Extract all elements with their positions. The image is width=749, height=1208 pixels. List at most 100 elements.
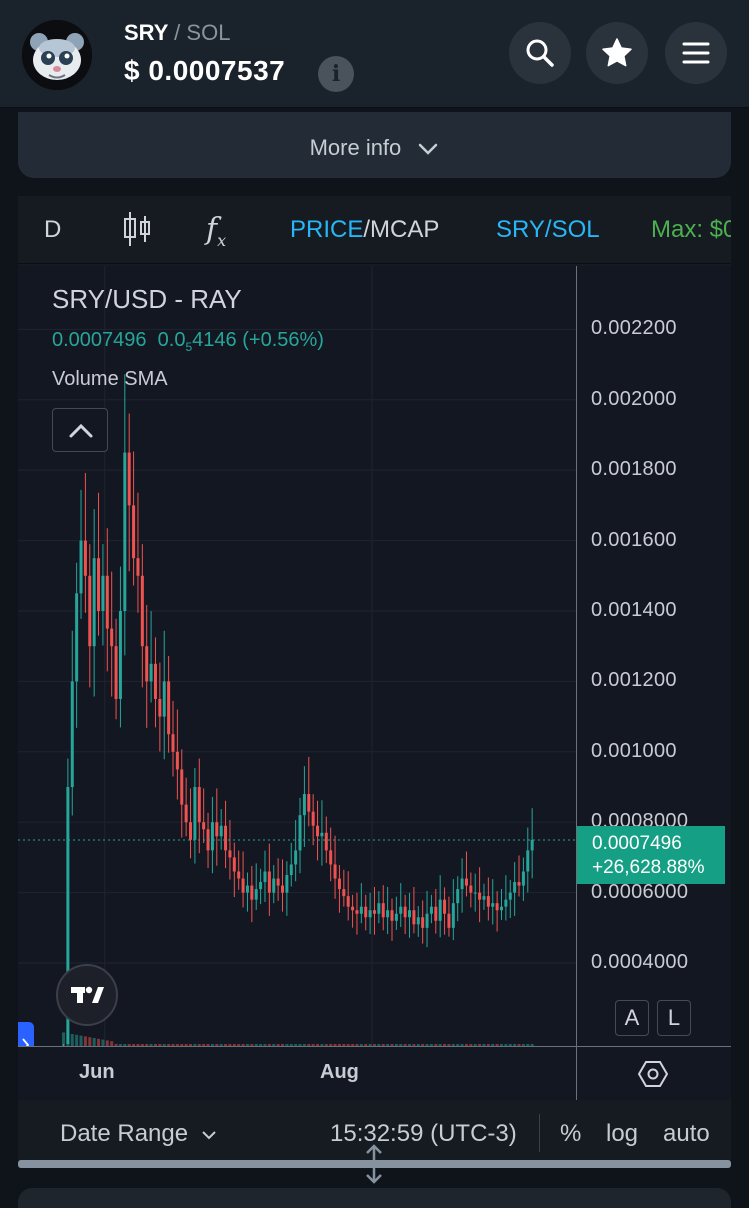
volume-bar (486, 1044, 490, 1046)
star-icon (602, 38, 632, 67)
volume-bar (272, 1044, 276, 1046)
volume-bar (175, 1044, 179, 1046)
candle (324, 832, 328, 851)
volume-bar (342, 1044, 346, 1046)
candle (250, 885, 254, 900)
chart-plot-area[interactable]: SRY/USD - RAY 0.0007496 0.054146 (+0.56%… (18, 266, 576, 1046)
bottom-divider (539, 1114, 540, 1152)
chevron-up-icon (69, 423, 93, 438)
volume-bar (504, 1044, 508, 1046)
candle (482, 896, 486, 900)
collapse-legend-button[interactable] (52, 408, 108, 452)
indicators-fx-icon[interactable]: fx (206, 212, 226, 250)
auto-toggle[interactable]: auto (663, 1120, 710, 1147)
date-range-button[interactable]: Date Range (60, 1120, 217, 1148)
volume-bar (101, 1039, 105, 1046)
volume-bar (97, 1038, 101, 1046)
volume-bar (193, 1044, 197, 1046)
menu-button[interactable] (665, 22, 727, 84)
candle (136, 558, 140, 576)
candlestick-chart[interactable] (18, 266, 576, 1046)
candle (517, 882, 521, 886)
candle (456, 889, 460, 904)
candle (158, 699, 162, 717)
candle (460, 878, 464, 890)
volume-bar (132, 1044, 136, 1046)
favorite-button[interactable] (586, 22, 648, 84)
candle (412, 910, 416, 925)
percent-toggle[interactable]: % (560, 1120, 582, 1147)
candles-icon[interactable] (122, 210, 152, 255)
candle (421, 917, 425, 928)
token-logo-icon (22, 20, 92, 90)
candle (394, 913, 398, 921)
log-scale-button[interactable]: L (657, 1000, 691, 1036)
volume-bar (421, 1044, 425, 1046)
volume-bar (456, 1044, 460, 1046)
volume-bar (337, 1044, 341, 1046)
more-info-button[interactable]: More info (18, 112, 731, 178)
token-avatar[interactable] (22, 20, 92, 90)
volume-bar (447, 1044, 451, 1046)
volume-bar (281, 1044, 284, 1046)
menu-icon (682, 42, 710, 64)
y-tick-label: 0.0004000 (591, 951, 689, 974)
candle (342, 889, 346, 897)
volume-bar (66, 1033, 70, 1046)
volume-bar (206, 1044, 210, 1046)
fx-sub: x (217, 231, 227, 250)
chart-resize-handle[interactable] (18, 1144, 731, 1184)
price-axis[interactable]: 0.002200 0.002000 0.001800 0.001600 0.001400… (576, 266, 731, 1046)
volume-bar (184, 1044, 188, 1046)
candle (184, 804, 188, 823)
candle (311, 811, 315, 826)
pair-separator: / (174, 20, 181, 45)
candle (132, 505, 136, 559)
price-value: 0.0007537 (148, 55, 286, 86)
price-label: PRICE (290, 216, 364, 243)
time-axis[interactable]: Jun Aug (18, 1046, 731, 1101)
log-toggle[interactable]: log (606, 1120, 639, 1147)
volume-bar (324, 1044, 328, 1046)
volume-bar (171, 1044, 175, 1046)
auto-scale-button[interactable]: A (615, 1000, 649, 1036)
candle (189, 822, 193, 840)
candle (254, 889, 258, 900)
toggle-separator: / (363, 216, 371, 243)
volume-bar (316, 1044, 320, 1046)
info-icon[interactable]: i (318, 56, 354, 92)
tradingview-logo[interactable] (56, 964, 118, 1026)
legend-values: 0.0007496 0.054146 (+0.56%) (52, 329, 324, 354)
candle (92, 558, 96, 647)
chart-toolbar: D fx PRICE/MCAP SRY/SOL Max: $0 (18, 196, 731, 264)
currency-sign: $ (124, 55, 141, 86)
volume-bar (62, 1032, 65, 1046)
candle (88, 575, 92, 647)
interval-button[interactable]: D (44, 216, 62, 243)
search-button[interactable] (509, 22, 571, 84)
candle (140, 575, 144, 647)
volume-bar (460, 1044, 464, 1046)
last-price-value: 0.0007496 (592, 832, 682, 854)
volume-bar (513, 1044, 517, 1046)
volume-bar (438, 1044, 442, 1046)
resize-arrows-icon (366, 1144, 382, 1184)
price-mcap-toggle[interactable]: PRICE/MCAP (290, 216, 439, 244)
timezone-clock[interactable]: 15:32:59 (UTC-3) (330, 1120, 517, 1147)
volume-bar (372, 1044, 376, 1046)
max-label: Max: $0 (651, 216, 731, 243)
chart-panel: D fx PRICE/MCAP SRY/SOL Max: $0 SRY/USD … (18, 196, 731, 1168)
candle (263, 871, 267, 883)
candle (351, 906, 355, 911)
candle (267, 871, 271, 893)
pair-toggle[interactable]: SRY/SOL (496, 216, 600, 243)
chevron-down-icon (202, 1130, 216, 1140)
hexagon-settings-icon[interactable] (637, 1059, 669, 1094)
candle (232, 857, 236, 872)
volume-bar (285, 1044, 289, 1046)
x-tick-aug: Aug (320, 1061, 359, 1083)
candle (237, 871, 241, 879)
candle (193, 787, 197, 840)
volume-bar (386, 1044, 390, 1046)
candle (70, 681, 74, 788)
